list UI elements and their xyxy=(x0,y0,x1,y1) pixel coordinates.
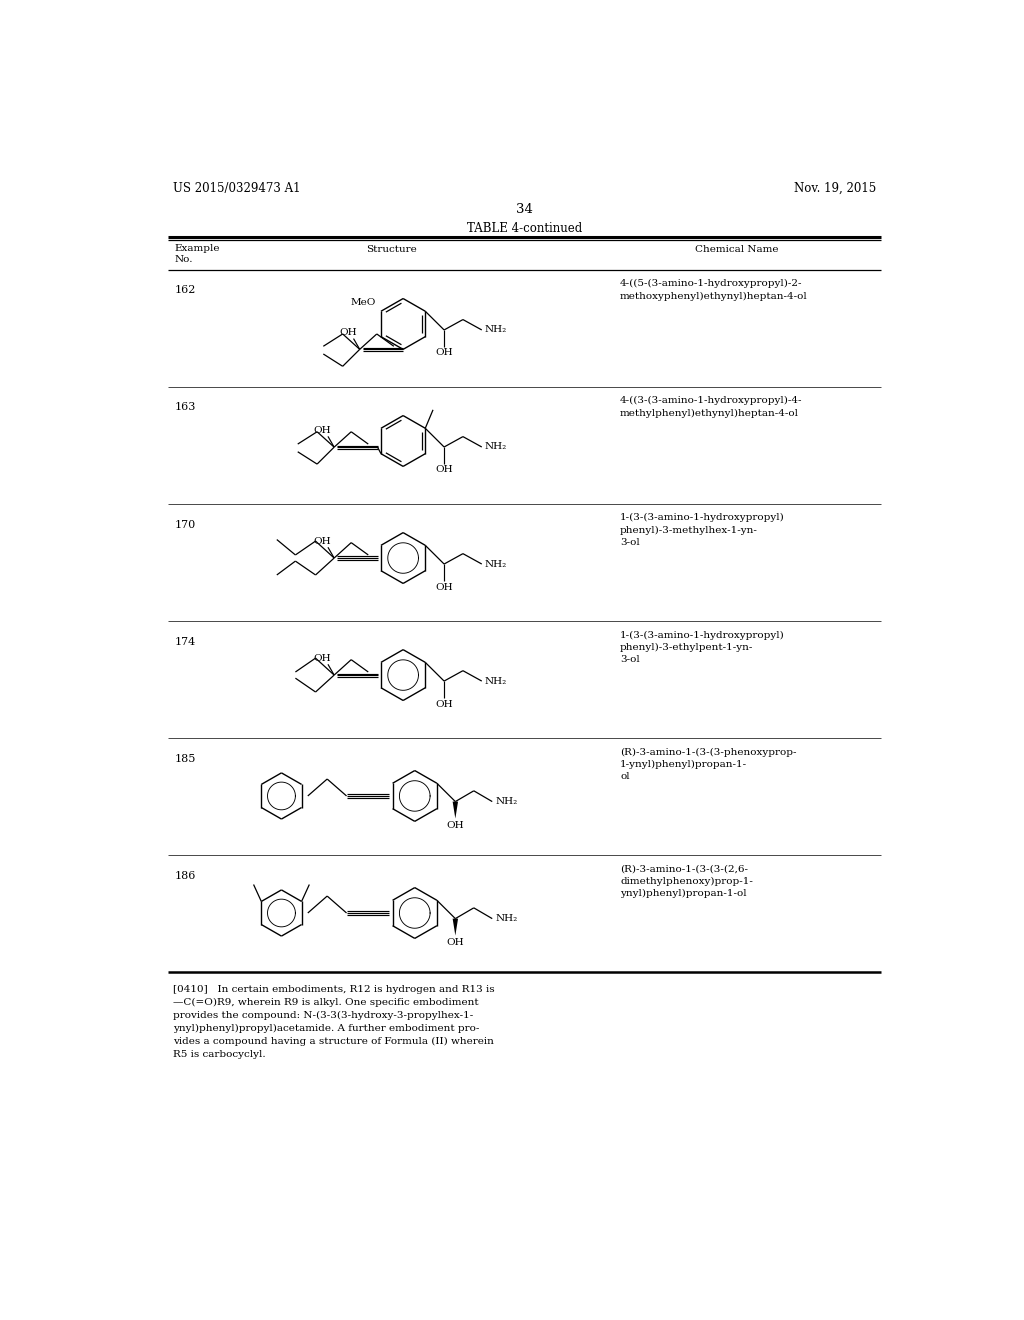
Text: NH₂: NH₂ xyxy=(485,677,507,685)
Text: 186: 186 xyxy=(174,871,196,880)
Text: Chemical Name: Chemical Name xyxy=(694,246,778,255)
Text: MeO: MeO xyxy=(351,297,377,306)
Text: NH₂: NH₂ xyxy=(485,326,507,334)
Text: TABLE 4-continued: TABLE 4-continued xyxy=(467,222,583,235)
Text: 4-((3-(3-amino-1-hydroxypropyl)-4-
methylphenyl)ethynyl)heptan-4-ol: 4-((3-(3-amino-1-hydroxypropyl)-4- methy… xyxy=(621,396,803,418)
Text: [0410]   In certain embodiments, R12 is hydrogen and R13 is
—C(=O)R9, wherein R9: [0410] In certain embodiments, R12 is hy… xyxy=(173,985,495,1059)
Text: OH: OH xyxy=(313,653,332,663)
Text: 170: 170 xyxy=(174,520,196,529)
Text: 163: 163 xyxy=(174,403,196,412)
Text: Nov. 19, 2015: Nov. 19, 2015 xyxy=(795,182,877,194)
Text: OH: OH xyxy=(446,939,464,946)
Text: NH₂: NH₂ xyxy=(496,915,517,923)
Text: US 2015/0329473 A1: US 2015/0329473 A1 xyxy=(173,182,300,194)
Text: 1-(3-(3-amino-1-hydroxypropyl)
phenyl)-3-ethylpent-1-yn-
3-ol: 1-(3-(3-amino-1-hydroxypropyl) phenyl)-3… xyxy=(621,631,784,664)
Text: OH: OH xyxy=(435,582,453,591)
Text: 4-((5-(3-amino-1-hydroxypropyl)-2-
methoxyphenyl)ethynyl)heptan-4-ol: 4-((5-(3-amino-1-hydroxypropyl)-2- metho… xyxy=(621,280,808,301)
Text: OH: OH xyxy=(446,821,464,830)
Text: OH: OH xyxy=(313,426,332,434)
Text: Structure: Structure xyxy=(367,246,417,255)
Text: 1-(3-(3-amino-1-hydroxypropyl)
phenyl)-3-methylhex-1-yn-
3-ol: 1-(3-(3-amino-1-hydroxypropyl) phenyl)-3… xyxy=(621,513,784,546)
Text: OH: OH xyxy=(435,348,453,358)
Text: OH: OH xyxy=(435,466,453,474)
Text: OH: OH xyxy=(313,537,332,545)
Text: NH₂: NH₂ xyxy=(485,442,507,451)
Text: OH: OH xyxy=(435,700,453,709)
Text: 174: 174 xyxy=(174,636,196,647)
Text: 185: 185 xyxy=(174,754,196,763)
Text: (R)-3-amino-1-(3-(3-(2,6-
dimethylphenoxy)prop-1-
ynyl)phenyl)propan-1-ol: (R)-3-amino-1-(3-(3-(2,6- dimethylphenox… xyxy=(621,865,753,898)
Text: (R)-3-amino-1-(3-(3-phenoxyprop-
1-ynyl)phenyl)propan-1-
ol: (R)-3-amino-1-(3-(3-phenoxyprop- 1-ynyl)… xyxy=(621,747,797,781)
Text: 162: 162 xyxy=(174,285,196,296)
Polygon shape xyxy=(453,801,458,818)
Polygon shape xyxy=(453,919,458,936)
Text: 34: 34 xyxy=(516,203,534,216)
Text: OH: OH xyxy=(339,329,357,337)
Text: NH₂: NH₂ xyxy=(485,560,507,569)
Text: NH₂: NH₂ xyxy=(496,797,517,807)
Text: Example
No.: Example No. xyxy=(174,244,220,264)
